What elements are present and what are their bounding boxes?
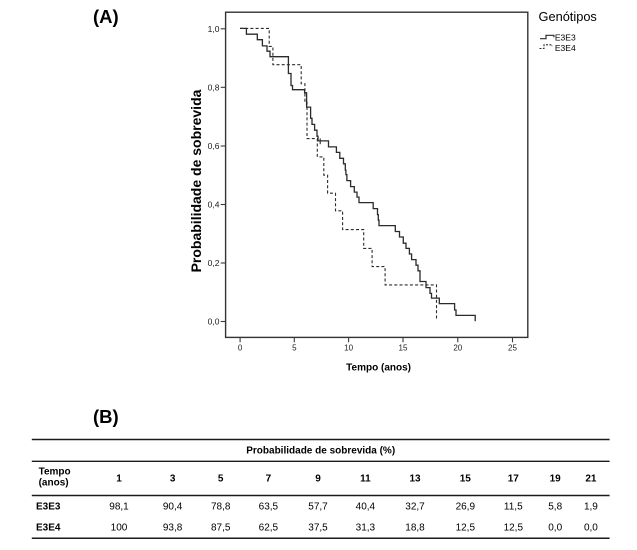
svg-text:78,8: 78,8 bbox=[211, 502, 231, 513]
svg-text:Tempo: Tempo bbox=[39, 467, 71, 478]
svg-text:1,0: 1,0 bbox=[208, 24, 220, 34]
svg-text:Tempo (anos): Tempo (anos) bbox=[346, 362, 411, 373]
svg-text:10: 10 bbox=[344, 344, 353, 353]
svg-text:E3E4: E3E4 bbox=[555, 43, 576, 53]
svg-text:40,4: 40,4 bbox=[356, 502, 376, 513]
svg-text:11,5: 11,5 bbox=[504, 502, 523, 513]
svg-text:13: 13 bbox=[409, 474, 421, 485]
svg-text:(A): (A) bbox=[93, 6, 119, 27]
svg-text:0,2: 0,2 bbox=[208, 258, 220, 268]
svg-text:0,8: 0,8 bbox=[208, 82, 220, 92]
svg-text:31,3: 31,3 bbox=[356, 522, 376, 533]
svg-text:32,7: 32,7 bbox=[405, 502, 425, 513]
svg-text:(anos): (anos) bbox=[39, 478, 69, 489]
svg-text:17: 17 bbox=[508, 474, 520, 485]
svg-text:(B): (B) bbox=[93, 406, 119, 427]
svg-text:93,8: 93,8 bbox=[163, 522, 183, 533]
svg-text:1: 1 bbox=[116, 474, 122, 485]
svg-text:0,0: 0,0 bbox=[584, 522, 598, 533]
svg-text:Probabilidade de sobrevida: Probabilidade de sobrevida bbox=[188, 89, 204, 272]
svg-text:100: 100 bbox=[111, 522, 128, 533]
svg-text:E3E3: E3E3 bbox=[36, 502, 61, 513]
svg-text:5: 5 bbox=[292, 344, 297, 353]
svg-text:12,5: 12,5 bbox=[504, 522, 524, 533]
svg-text:87,5: 87,5 bbox=[211, 522, 231, 533]
svg-text:15: 15 bbox=[399, 344, 408, 353]
svg-text:0,4: 0,4 bbox=[208, 200, 220, 210]
svg-text:7: 7 bbox=[266, 474, 272, 485]
svg-text:Probabilidade de sobrevida (%): Probabilidade de sobrevida (%) bbox=[246, 446, 395, 457]
svg-text:1,9: 1,9 bbox=[584, 502, 598, 513]
svg-text:62,5: 62,5 bbox=[259, 522, 279, 533]
svg-text:11: 11 bbox=[360, 474, 371, 485]
svg-text:57,7: 57,7 bbox=[308, 502, 328, 513]
svg-text:63,5: 63,5 bbox=[259, 502, 279, 513]
svg-text:12,5: 12,5 bbox=[456, 522, 476, 533]
svg-text:15: 15 bbox=[460, 474, 472, 485]
svg-text:5,8: 5,8 bbox=[548, 502, 562, 513]
svg-text:21: 21 bbox=[585, 474, 597, 485]
svg-text:19: 19 bbox=[550, 474, 562, 485]
svg-text:18,8: 18,8 bbox=[405, 522, 425, 533]
svg-text:37,5: 37,5 bbox=[308, 522, 328, 533]
svg-text:0,0: 0,0 bbox=[208, 317, 220, 327]
svg-text:E3E4: E3E4 bbox=[36, 522, 61, 533]
svg-text:Genótipos: Genótipos bbox=[539, 9, 597, 24]
svg-text:E3E3: E3E3 bbox=[555, 33, 576, 43]
svg-text:0,6: 0,6 bbox=[208, 141, 220, 151]
svg-text:3: 3 bbox=[170, 474, 176, 485]
svg-text:9: 9 bbox=[315, 474, 321, 485]
svg-text:0: 0 bbox=[238, 344, 243, 353]
svg-text:25: 25 bbox=[508, 344, 517, 353]
svg-text:20: 20 bbox=[453, 344, 462, 353]
svg-text:0,0: 0,0 bbox=[548, 522, 562, 533]
svg-text:26,9: 26,9 bbox=[456, 502, 476, 513]
svg-text:5: 5 bbox=[218, 474, 224, 485]
svg-text:90,4: 90,4 bbox=[163, 502, 183, 513]
svg-text:98,1: 98,1 bbox=[109, 502, 129, 513]
